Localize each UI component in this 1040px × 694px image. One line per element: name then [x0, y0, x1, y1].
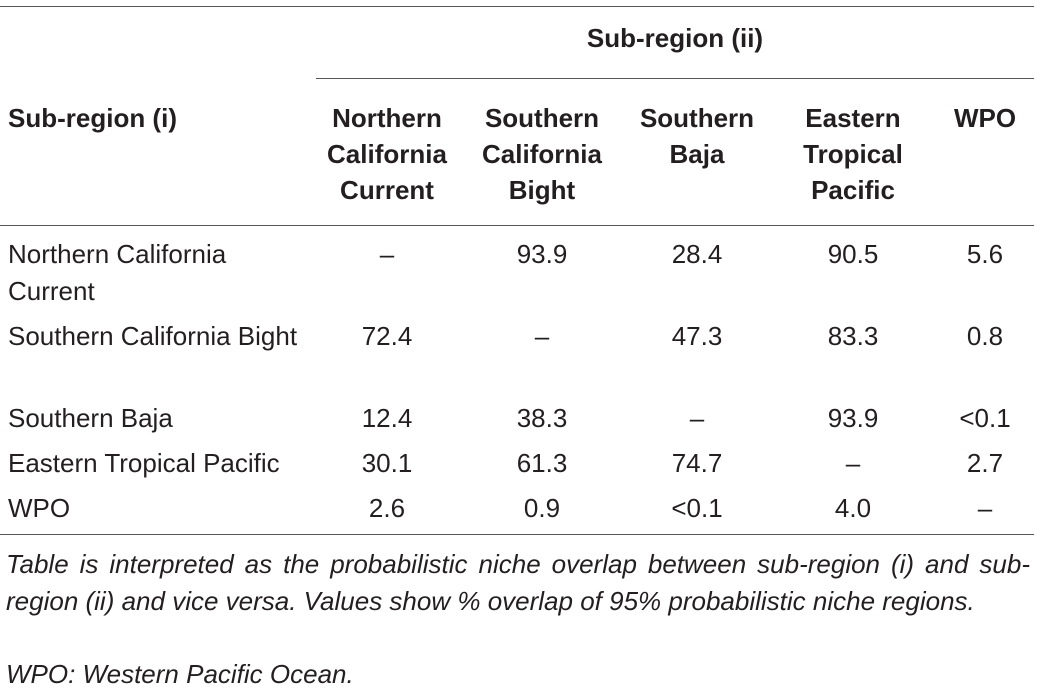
- table-cell: –: [379, 239, 395, 269]
- table-cell: 90.5: [827, 239, 879, 269]
- table-top-rule: [0, 6, 1034, 7]
- table-cell: –: [845, 448, 861, 478]
- table-cell: <0.1: [671, 493, 723, 523]
- column-header: Northern California Current: [327, 103, 447, 205]
- abbreviation-footnote: WPO: Western Pacific Ocean.: [6, 659, 354, 689]
- table-cell: –: [689, 403, 705, 433]
- header-rule: [0, 225, 1034, 226]
- column-header: Southern California Bight: [482, 103, 602, 205]
- table-cell: 74.7: [671, 448, 723, 478]
- table-cell: 61.3: [516, 448, 568, 478]
- table-footnote: Table is interpreted as the probabilisti…: [6, 549, 1030, 616]
- table-cell: 0.8: [966, 321, 1004, 351]
- table-cell: –: [977, 493, 993, 523]
- table-cell: –: [534, 321, 550, 351]
- table-cell: 2.7: [966, 448, 1004, 478]
- column-header: Eastern Tropical Pacific: [803, 103, 903, 205]
- table-cell: 93.9: [516, 239, 568, 269]
- table-cell: 38.3: [516, 403, 568, 433]
- table-cell: <0.1: [959, 403, 1011, 433]
- table-cell: 83.3: [827, 321, 879, 351]
- column-header: Southern Baja: [639, 103, 755, 169]
- row-label: Northern California Current: [8, 239, 227, 306]
- table-cell: 12.4: [361, 403, 413, 433]
- table-cell: 72.4: [361, 321, 413, 351]
- group-header: Sub-region (ii): [586, 23, 764, 53]
- table-cell: 30.1: [361, 448, 413, 478]
- table-cell: 0.9: [523, 493, 561, 523]
- column-header: WPO: [953, 103, 1017, 133]
- row-label: Southern California Bight: [8, 321, 298, 351]
- table-cell: 28.4: [671, 239, 723, 269]
- table-cell: 47.3: [671, 321, 723, 351]
- row-header: Sub-region (i): [8, 103, 177, 133]
- table-bottom-rule: [0, 534, 1034, 535]
- table-cell: 93.9: [827, 403, 879, 433]
- group-header-rule: [316, 78, 1034, 79]
- table-cell: 4.0: [834, 493, 872, 523]
- table-cell: 2.6: [368, 493, 406, 523]
- row-label: Eastern Tropical Pacific: [8, 448, 280, 478]
- row-label: WPO: [8, 493, 71, 523]
- table-cell: 5.6: [966, 239, 1004, 269]
- row-label: Southern Baja: [8, 403, 173, 433]
